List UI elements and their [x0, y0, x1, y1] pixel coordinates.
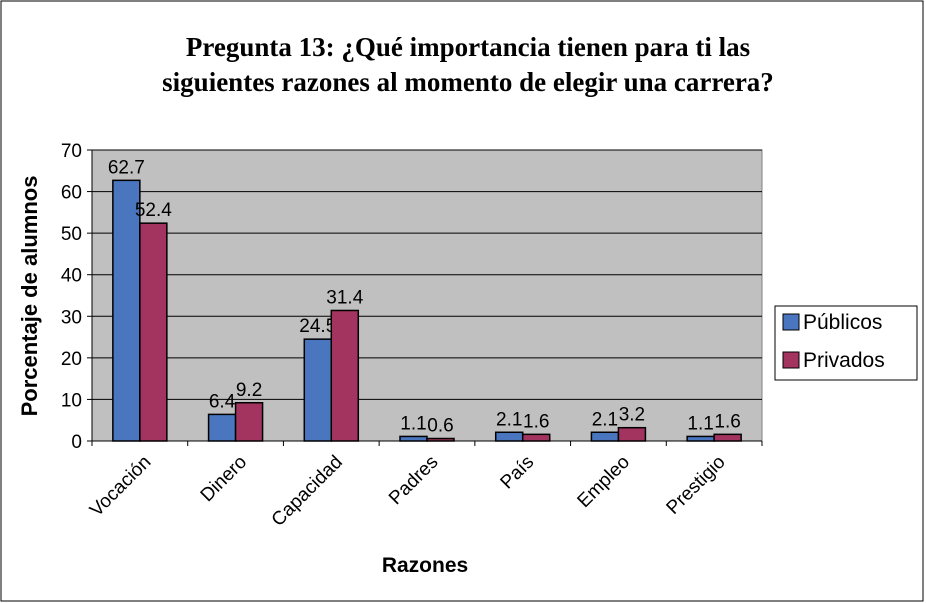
data-label: 9.2: [236, 380, 262, 401]
data-label: 52.4: [135, 200, 172, 221]
y-tick-label: 40: [61, 266, 82, 287]
bar: [207, 413, 237, 442]
legend-swatch: [782, 351, 800, 369]
plot-area: [91, 149, 763, 442]
y-tick-label: 60: [61, 183, 82, 204]
data-label: 62.7: [108, 157, 145, 178]
bar: [686, 435, 715, 442]
bar: [590, 431, 620, 442]
legend-label: Públicos: [803, 311, 882, 334]
data-label: 1.1: [400, 413, 426, 434]
data-label: 0.6: [427, 416, 453, 437]
y-tick-label: 10: [61, 390, 82, 411]
bar: [399, 435, 428, 442]
legend-label: Privados: [803, 349, 885, 372]
data-label: 24.5: [299, 316, 336, 337]
y-axis-label: Porcentaje de alumnos: [17, 176, 42, 417]
data-label: 2.1: [496, 409, 522, 430]
x-axis-label: Razones: [382, 554, 468, 577]
data-label: 3.2: [619, 405, 645, 426]
bar: [139, 222, 168, 442]
data-label: 6.4: [209, 391, 236, 412]
bar: [521, 433, 551, 442]
legend-swatch: [782, 313, 800, 331]
y-tick-label: 0: [71, 432, 82, 453]
data-label: 31.4: [326, 287, 363, 308]
chart-title: siguientes razones al momento de elegir …: [162, 67, 774, 97]
bar: [112, 179, 141, 442]
chart-title: Pregunta 13: ¿Qué importancia tienen par…: [186, 32, 750, 62]
bar: [494, 431, 524, 442]
bar: [330, 309, 360, 442]
y-tick-label: 20: [61, 349, 82, 370]
bar: [426, 437, 455, 442]
bar: [713, 433, 742, 442]
y-tick-label: 30: [61, 307, 82, 328]
data-label: 1.6: [714, 411, 740, 432]
bar: [303, 338, 333, 442]
bar: [234, 402, 264, 442]
y-tick-label: 50: [61, 224, 82, 245]
bar: [617, 426, 647, 442]
data-label: 1.6: [523, 411, 549, 432]
data-label: 1.1: [687, 413, 713, 434]
y-tick-label: 70: [61, 141, 82, 162]
data-label: 2.1: [592, 409, 618, 430]
